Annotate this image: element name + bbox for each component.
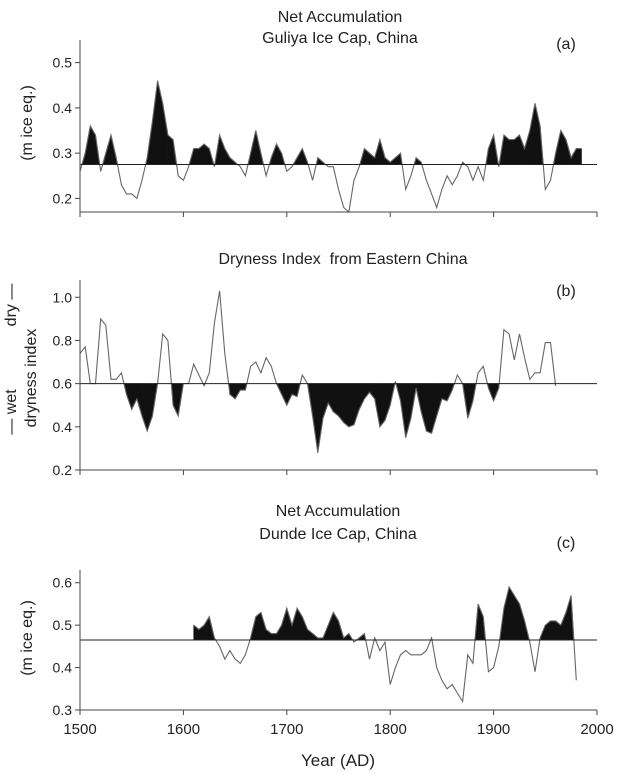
anomaly-fill: [219, 134, 226, 165]
y-tick-label: 0.4: [53, 660, 73, 676]
anomaly-fill: [152, 80, 158, 165]
anomaly-fill: [327, 612, 334, 641]
panel-a-title-line-2: Guliya Ice Cap, China: [262, 30, 418, 47]
anomaly-fill: [343, 383, 350, 428]
series-line: [79, 290, 557, 453]
panel-c-ylabel: (m ice eq.): [19, 600, 36, 676]
panel-b-dry-label: dry —: [3, 284, 20, 327]
anomaly-fill: [193, 148, 200, 165]
panel-b-title: Dryness Index from Eastern China: [219, 251, 468, 268]
anomaly-fill: [488, 134, 494, 165]
y-tick-label: 1.0: [53, 289, 73, 305]
y-tick-label: 0.4: [53, 100, 73, 116]
panel-b-label: (b): [556, 283, 576, 300]
x-tick-label: 2000: [580, 721, 613, 738]
anomaly-fill: [162, 103, 169, 165]
anomaly-fill: [519, 134, 525, 165]
panel-c-title-line-2: Dunde Ice Cap, China: [259, 526, 417, 543]
x-tick-label: 1700: [270, 721, 303, 738]
anomaly-fill: [333, 383, 339, 417]
anomaly-fill: [420, 383, 427, 432]
panel-a-label: (a): [556, 36, 576, 53]
anomaly-fill: [426, 383, 432, 434]
y-tick-label: 0.6: [53, 376, 73, 392]
anomaly-fill: [379, 383, 386, 428]
anomaly-fill: [519, 603, 525, 641]
anomaly-fill: [441, 383, 448, 402]
anomaly-fill: [550, 620, 556, 641]
panel-a-title-line-1: Net Accumulation: [278, 9, 403, 26]
anomaly-fill: [508, 139, 515, 165]
anomaly-fill: [276, 142, 282, 165]
anomaly-fills: [193, 585, 575, 641]
series-line: [79, 80, 582, 214]
y-tick-label: 0.2: [53, 462, 73, 478]
x-tick-label: 1800: [374, 721, 407, 738]
panel-c-label: (c): [557, 535, 576, 552]
y-tick-label: 0.5: [53, 617, 73, 633]
series-line: [193, 585, 577, 704]
panel-b-dryness: Dryness Index from Eastern China (b) dry…: [3, 251, 598, 478]
panel-a-ylabel: (m ice eq.): [19, 85, 36, 161]
y-tick-label: 0.2: [53, 190, 73, 206]
panel-b-ylabel: dryness index: [23, 329, 40, 428]
y-tick-label: 0.6: [53, 575, 73, 591]
anomaly-fill: [270, 633, 277, 641]
anomaly-fill: [364, 383, 370, 400]
y-tick-label: 0.3: [53, 702, 73, 718]
y-tick-label: 0.4: [53, 419, 73, 435]
anomaly-fill: [317, 383, 324, 453]
anomaly-fill: [358, 383, 365, 410]
anomaly-fill: [198, 143, 205, 165]
anomaly-fill: [576, 148, 582, 165]
anomaly-fill: [322, 383, 329, 419]
anomaly-fill: [503, 586, 510, 641]
x-axis-label: Year (AD): [301, 751, 375, 770]
anomaly-fill: [239, 383, 246, 391]
anomaly-fills: [81, 80, 582, 165]
x-tick-label: 1500: [63, 721, 96, 738]
anomaly-fill: [384, 383, 391, 421]
anomaly-fill: [369, 383, 375, 400]
anomaly-fill: [286, 383, 293, 406]
x-tick-label: 1600: [167, 721, 200, 738]
panel-b-wet-label: — wet: [3, 389, 20, 435]
anomaly-fill: [529, 103, 536, 165]
anomaly-fill: [281, 383, 288, 406]
y-tick-label: 0.3: [53, 145, 73, 161]
anomaly-fill: [467, 383, 474, 419]
panel-c-title-line-1: Net Accumulation: [276, 503, 401, 520]
y-tick-label: 0.8: [53, 332, 73, 348]
anomaly-fill: [348, 383, 355, 428]
x-tick-label: 1900: [477, 721, 510, 738]
anomaly-fill: [90, 124, 96, 165]
anomaly-fill: [560, 612, 567, 641]
y-tick-label: 0.5: [53, 55, 73, 71]
anomaly-fill: [131, 383, 138, 410]
anomaly-fills: [123, 383, 556, 453]
panel-c-dunde: Net Accumulation Dunde Ice Cap, China (c…: [19, 503, 614, 770]
panel-a-guliya: Net Accumulation Guliya Ice Cap, China (…: [19, 9, 598, 217]
